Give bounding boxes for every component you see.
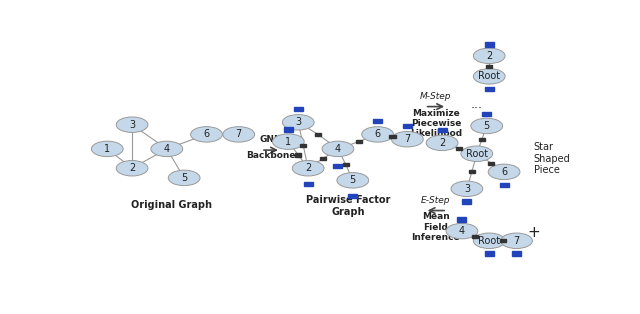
Bar (500, 182, 509, 187)
Circle shape (151, 141, 182, 157)
Bar (294, 107, 303, 111)
Circle shape (362, 127, 394, 142)
Circle shape (471, 118, 502, 134)
Circle shape (168, 170, 200, 186)
Text: 2: 2 (439, 138, 445, 148)
Circle shape (273, 134, 304, 149)
Bar (458, 217, 467, 222)
Bar (373, 119, 382, 123)
Text: 2: 2 (305, 163, 311, 173)
Circle shape (474, 233, 505, 248)
Circle shape (92, 141, 123, 157)
Text: +: + (527, 225, 540, 240)
Text: M-Step: M-Step (420, 92, 452, 100)
Text: Root: Root (478, 236, 500, 246)
Bar (320, 157, 326, 160)
Bar (389, 135, 396, 138)
Bar (479, 138, 485, 141)
Circle shape (451, 181, 483, 197)
Circle shape (116, 117, 148, 133)
Bar (300, 144, 307, 147)
Bar (284, 127, 292, 132)
Circle shape (461, 146, 493, 161)
Bar (500, 239, 506, 242)
Text: 5: 5 (349, 175, 356, 185)
Circle shape (500, 233, 532, 248)
Text: 1: 1 (104, 144, 110, 154)
Text: 4: 4 (335, 144, 341, 154)
Bar (488, 162, 495, 165)
Text: 3: 3 (464, 184, 470, 194)
Text: 3: 3 (129, 120, 135, 130)
Bar (295, 153, 301, 156)
Bar (356, 140, 362, 143)
Circle shape (426, 135, 458, 151)
Circle shape (474, 48, 505, 63)
Text: 4: 4 (459, 226, 465, 236)
Text: 7: 7 (404, 134, 410, 144)
Text: 2: 2 (486, 51, 492, 61)
Circle shape (282, 115, 314, 130)
Bar (486, 65, 492, 68)
Circle shape (322, 141, 354, 157)
Text: Maximize
Piecewise
Likelihood: Maximize Piecewise Likelihood (410, 109, 462, 138)
Bar (456, 147, 462, 150)
Bar (304, 182, 312, 186)
Bar (348, 194, 357, 198)
Bar (342, 163, 349, 166)
Bar (484, 42, 493, 46)
Bar (438, 128, 447, 133)
Text: 6: 6 (374, 129, 381, 139)
Circle shape (116, 160, 148, 176)
Text: 1: 1 (285, 137, 291, 147)
Text: 2: 2 (129, 163, 135, 173)
Circle shape (488, 164, 520, 180)
Circle shape (292, 160, 324, 176)
Text: Star
Shaped
Piece: Star Shaped Piece (534, 142, 571, 175)
Text: Mean
Field
Inference: Mean Field Inference (412, 213, 460, 242)
Text: 6: 6 (204, 129, 209, 139)
Bar (468, 170, 475, 173)
Text: E-Step: E-Step (421, 196, 451, 204)
Circle shape (337, 173, 369, 188)
Text: Backbone: Backbone (246, 151, 296, 160)
Bar (483, 112, 491, 116)
Text: 7: 7 (513, 236, 520, 246)
Text: ...: ... (471, 98, 483, 111)
Circle shape (474, 69, 505, 84)
Text: 4: 4 (164, 144, 170, 154)
Text: GNN: GNN (260, 135, 282, 144)
Text: 7: 7 (236, 129, 242, 139)
Text: Pairwise Factor
Graph: Pairwise Factor Graph (306, 195, 390, 217)
Bar (472, 235, 478, 238)
Bar (403, 124, 412, 128)
Circle shape (191, 127, 222, 142)
Text: Root: Root (466, 149, 488, 159)
Text: Original Graph: Original Graph (131, 199, 212, 209)
Bar (512, 251, 521, 256)
Text: Root: Root (478, 71, 500, 81)
Text: 3: 3 (295, 117, 301, 127)
Text: 5: 5 (484, 121, 490, 131)
Bar (463, 199, 471, 204)
Bar (484, 87, 493, 91)
Text: 5: 5 (181, 173, 188, 183)
Text: 6: 6 (501, 167, 507, 177)
Bar (315, 133, 321, 136)
Circle shape (392, 132, 423, 147)
Bar (333, 164, 342, 168)
Circle shape (446, 223, 478, 239)
Bar (484, 251, 493, 256)
Circle shape (223, 127, 255, 142)
